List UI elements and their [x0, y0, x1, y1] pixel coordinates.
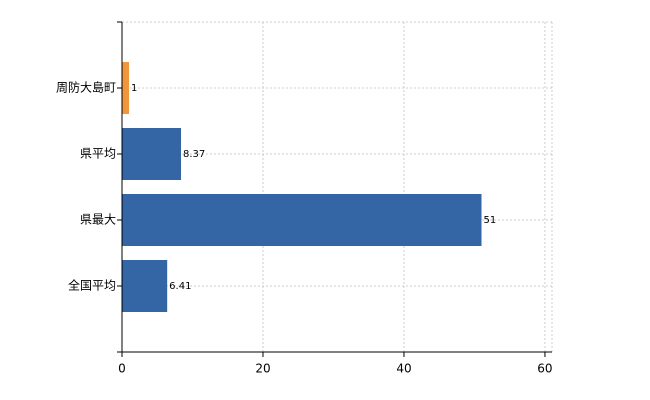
value-label: 1 — [131, 83, 137, 94]
x-tick-label: 20 — [255, 362, 270, 376]
x-tick-label: 40 — [396, 362, 411, 376]
y-tick-label: 県平均 — [80, 147, 116, 161]
bar — [122, 260, 168, 312]
x-tick-label: 0 — [118, 362, 126, 376]
value-label: 51 — [484, 215, 497, 226]
y-tick-label: 周防大島町 — [56, 80, 116, 95]
y-tick-label: 県最大 — [80, 213, 116, 227]
bar — [122, 62, 130, 114]
value-label: 6.41 — [169, 281, 191, 292]
x-tick-label: 60 — [537, 362, 552, 376]
bar — [122, 194, 482, 246]
value-label: 8.37 — [183, 149, 205, 160]
bar — [122, 128, 182, 180]
y-tick-label: 全国平均 — [68, 278, 116, 293]
